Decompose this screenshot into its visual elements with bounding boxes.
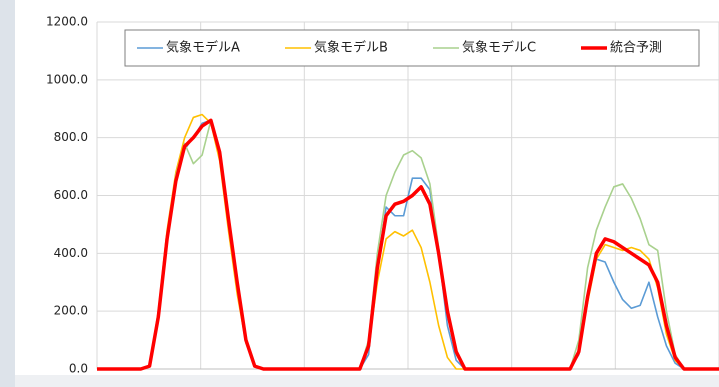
y-tick-label: 1200.0 <box>46 15 88 29</box>
series-line <box>97 118 719 371</box>
series-line <box>97 113 719 370</box>
side-strip <box>0 0 15 387</box>
y-tick-label: 600.0 <box>54 188 88 202</box>
y-tick-label: 800.0 <box>54 130 88 144</box>
y-tick-label: 400.0 <box>54 246 88 260</box>
legend-label: 気象モデルB <box>314 40 388 56</box>
bottom-strip <box>15 375 719 387</box>
legend-label: 統合予測 <box>610 41 662 56</box>
series-line <box>97 119 719 370</box>
y-tick-label: 200.0 <box>54 304 88 318</box>
y-tick-label: 1000.0 <box>46 72 88 86</box>
legend: 気象モデルA 気象モデルB 気象モデルC 統合予測 <box>124 29 700 67</box>
y-tick-label: 0.0 <box>69 362 88 376</box>
legend-label: 気象モデルA <box>166 40 240 56</box>
legend-label: 気象モデルC <box>462 40 536 56</box>
